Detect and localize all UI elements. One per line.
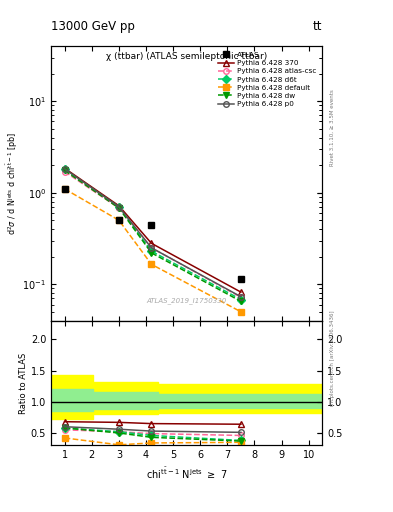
Line: Pythia 6.428 default: Pythia 6.428 default: [62, 186, 244, 314]
Y-axis label: d$^2\sigma$ / d N$^{\rm jets}$ d chi$^{\rm t\bar{t}-1}$ [pb]: d$^2\sigma$ / d N$^{\rm jets}$ d chi$^{\…: [4, 132, 20, 235]
Pythia 6.428 dw: [62, 167, 67, 174]
Pythia 6.428 p0: [117, 204, 121, 210]
Line: Pythia 6.428 d6t: Pythia 6.428 d6t: [62, 166, 244, 302]
Pythia 6.428 p0: [149, 245, 154, 251]
Line: Pythia 6.428 370: Pythia 6.428 370: [62, 165, 244, 295]
Line: ATLAS: ATLAS: [61, 185, 244, 282]
Pythia 6.428 dw: [239, 298, 243, 305]
Pythia 6.428 d6t: [117, 204, 121, 210]
Pythia 6.428 dw: [149, 250, 154, 256]
Pythia 6.428 p0: [62, 166, 67, 172]
Pythia 6.428 d6t: [149, 248, 154, 254]
Pythia 6.428 atlas-csc: [117, 205, 121, 211]
Pythia 6.428 default: [117, 217, 121, 223]
Line: Pythia 6.428 atlas-csc: Pythia 6.428 atlas-csc: [62, 169, 244, 300]
Line: Pythia 6.428 dw: Pythia 6.428 dw: [62, 167, 244, 304]
Pythia 6.428 370: [149, 240, 154, 246]
Text: Rivet 3.1.10, ≥ 3.5M events: Rivet 3.1.10, ≥ 3.5M events: [330, 90, 335, 166]
Text: 13000 GeV pp: 13000 GeV pp: [51, 20, 135, 33]
Pythia 6.428 370: [117, 203, 121, 209]
Pythia 6.428 atlas-csc: [239, 294, 243, 301]
ATLAS: [117, 217, 121, 223]
ATLAS: [62, 186, 67, 192]
Pythia 6.428 370: [239, 289, 243, 295]
X-axis label: chi$^{\rm t\bar{t}-1}$ N$^{\rm jets}$ $\geq$ 7: chi$^{\rm t\bar{t}-1}$ N$^{\rm jets}$ $\…: [146, 466, 228, 481]
ATLAS: [149, 222, 154, 228]
Pythia 6.428 default: [62, 186, 67, 192]
Pythia 6.428 d6t: [62, 166, 67, 173]
Pythia 6.428 default: [239, 309, 243, 315]
ATLAS: [239, 275, 243, 282]
Pythia 6.428 p0: [239, 294, 243, 300]
Text: ATLAS_2019_I1750330: ATLAS_2019_I1750330: [147, 297, 227, 304]
Y-axis label: Ratio to ATLAS: Ratio to ATLAS: [19, 352, 28, 414]
Pythia 6.428 dw: [117, 205, 121, 211]
Legend: ATLAS, Pythia 6.428 370, Pythia 6.428 atlas-csc, Pythia 6.428 d6t, Pythia 6.428 : ATLAS, Pythia 6.428 370, Pythia 6.428 at…: [216, 50, 319, 110]
Text: tt: tt: [313, 20, 322, 33]
Pythia 6.428 atlas-csc: [149, 245, 154, 251]
Line: Pythia 6.428 p0: Pythia 6.428 p0: [62, 166, 244, 300]
Pythia 6.428 default: [149, 261, 154, 267]
Pythia 6.428 370: [62, 165, 67, 172]
Text: χ (ttbar) (ATLAS semileptonic ttbar): χ (ttbar) (ATLAS semileptonic ttbar): [106, 52, 267, 60]
Pythia 6.428 atlas-csc: [62, 168, 67, 175]
Text: mcplots.cern.ch [arXiv:1306.3436]: mcplots.cern.ch [arXiv:1306.3436]: [330, 311, 335, 406]
Pythia 6.428 d6t: [239, 296, 243, 303]
